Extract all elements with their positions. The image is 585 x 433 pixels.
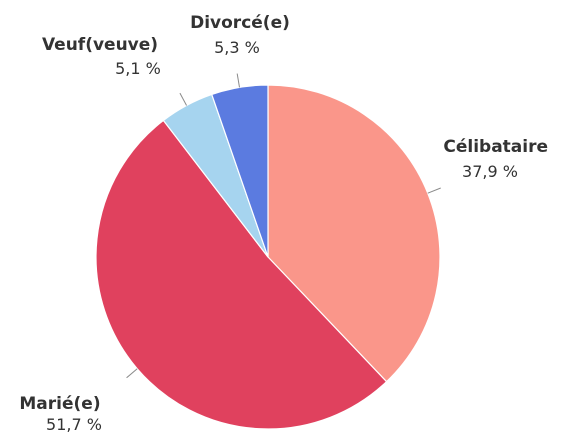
value-veuf: 5,1 % (115, 59, 161, 78)
label-divorce: Divorcé(e) (190, 13, 290, 33)
leader-line-marie (126, 368, 138, 379)
value-marie: 51,7 % (46, 415, 102, 433)
leader-line-veuf (179, 92, 188, 106)
leader-line-celibataire (427, 187, 441, 194)
value-divorce: 5,3 % (214, 38, 260, 57)
leader-line-divorce (236, 73, 240, 88)
value-celibataire: 37,9 % (462, 162, 518, 181)
label-celibataire: Célibataire (443, 137, 548, 157)
label-marie: Marié(e) (19, 394, 100, 414)
label-veuf: Veuf(veuve) (42, 35, 158, 55)
